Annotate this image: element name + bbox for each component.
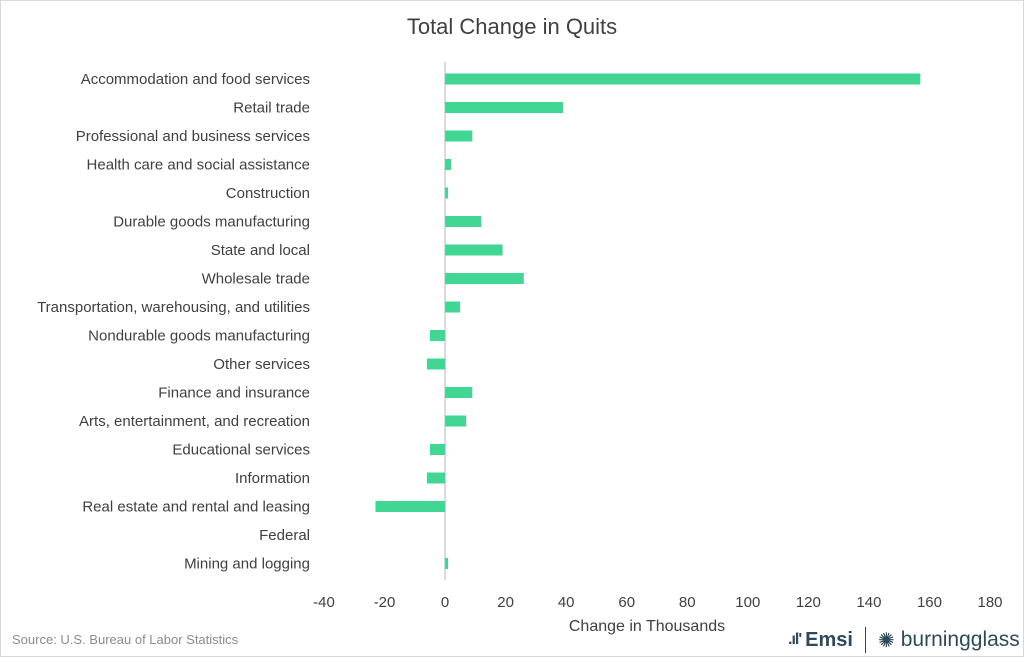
- bar: [429, 444, 446, 455]
- category-label: Retail trade: [233, 100, 310, 117]
- x-tick-label: 160: [917, 594, 942, 611]
- bar: [445, 301, 461, 313]
- bar: [445, 102, 564, 113]
- logos: .ıl' Emsi ✺ burningglass: [788, 627, 1020, 653]
- source-note: Source: U.S. Bureau of Labor Statistics: [12, 632, 239, 647]
- category-label: Information: [235, 470, 310, 487]
- logo-divider: [864, 627, 866, 653]
- x-tick-label: 120: [796, 594, 821, 611]
- bar: [445, 130, 473, 142]
- x-tick-label: 80: [679, 594, 696, 611]
- category-label: State and local: [211, 242, 310, 259]
- chart-title: Total Change in Quits: [406, 14, 618, 39]
- x-tick-label: 40: [558, 594, 575, 611]
- bar: [445, 159, 452, 170]
- bar: [426, 358, 446, 370]
- x-tick-label: 140: [856, 594, 881, 611]
- bar: [445, 187, 449, 199]
- bar: [426, 472, 446, 484]
- category-label: Real estate and rental and leasing: [82, 499, 310, 516]
- x-tick-label: 100: [735, 594, 760, 611]
- category-label: Wholesale trade: [202, 271, 310, 288]
- bar: [445, 387, 473, 398]
- bar: [445, 558, 449, 569]
- x-tick-label: -20: [374, 594, 396, 611]
- category-label: Construction: [226, 185, 310, 202]
- category-label: Transportation, warehousing, and utiliti…: [37, 299, 310, 316]
- bar: [445, 244, 503, 256]
- category-label: Finance and insurance: [158, 385, 310, 402]
- category-label: Professional and business services: [76, 128, 310, 145]
- bar: [445, 73, 921, 85]
- category-label: Health care and social assistance: [87, 157, 310, 174]
- bar: [445, 415, 467, 427]
- category-label: Arts, entertainment, and recreation: [79, 413, 310, 430]
- bar: [429, 330, 446, 341]
- bar: [445, 216, 482, 227]
- emsi-logo-icon: .ıl': [788, 631, 802, 648]
- x-tick-label: 0: [441, 594, 449, 611]
- category-label: Durable goods manufacturing: [113, 214, 310, 231]
- category-label: Federal: [259, 527, 310, 544]
- x-axis-label: Change in Thousands: [569, 618, 725, 635]
- category-label: Nondurable goods manufacturing: [88, 328, 310, 345]
- bar: [445, 273, 524, 284]
- category-label: Accommodation and food services: [81, 71, 310, 88]
- x-tick-label: 20: [497, 594, 514, 611]
- x-tick-label: 180: [977, 594, 1002, 611]
- category-label: Other services: [213, 356, 310, 373]
- category-label: Educational services: [172, 442, 310, 459]
- x-tick-label: -40: [313, 594, 335, 611]
- x-tick-label: 60: [618, 594, 635, 611]
- burningglass-logo: burningglass: [900, 628, 1020, 651]
- category-label: Mining and logging: [184, 556, 310, 573]
- bar: [375, 501, 446, 512]
- emsi-logo: Emsi: [805, 628, 853, 651]
- burningglass-logo-icon: ✺: [877, 629, 895, 652]
